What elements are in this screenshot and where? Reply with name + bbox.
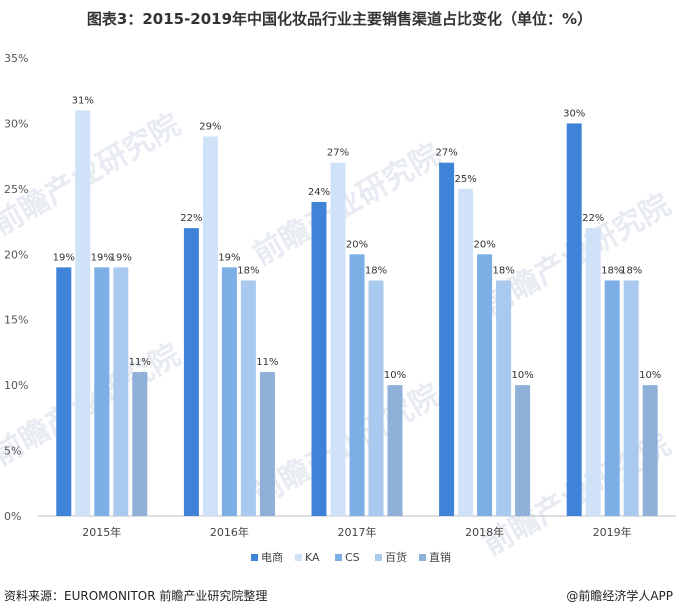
bar <box>311 201 327 516</box>
data-label: 18% <box>601 265 623 276</box>
data-label: 24% <box>308 187 330 198</box>
bar <box>56 267 72 516</box>
bar <box>458 188 474 516</box>
bar <box>132 372 148 516</box>
x-tick-label: 2017年 <box>338 525 377 539</box>
bar <box>496 280 512 516</box>
data-label: 18% <box>365 265 387 276</box>
legend-swatch <box>295 554 302 561</box>
bar <box>202 136 218 516</box>
x-tick-label: 2018年 <box>465 525 504 539</box>
y-tick-label: 30% <box>4 117 28 130</box>
data-label: 11% <box>256 357 278 368</box>
bar <box>113 267 129 516</box>
data-label: 10% <box>384 370 406 381</box>
y-tick-label: 0% <box>4 510 21 523</box>
data-label: 20% <box>473 239 495 250</box>
bar <box>75 110 91 516</box>
bar <box>183 228 199 516</box>
data-label: 19% <box>110 252 132 263</box>
bar <box>387 385 403 516</box>
legend-swatch <box>335 554 342 561</box>
data-label: 29% <box>199 122 221 133</box>
data-label: 19% <box>53 252 75 263</box>
legend-swatch <box>251 554 258 561</box>
data-label: 10% <box>511 370 533 381</box>
y-tick-label: 35% <box>4 52 28 65</box>
data-label: 19% <box>218 252 240 263</box>
bar <box>221 267 237 516</box>
data-label: 18% <box>237 265 259 276</box>
y-tick-label: 5% <box>4 445 21 458</box>
bar <box>642 385 658 516</box>
legend-label: 直销 <box>429 550 451 564</box>
bar <box>477 254 493 517</box>
data-label: 27% <box>327 148 349 159</box>
bar <box>349 254 365 517</box>
data-label: 31% <box>72 95 94 106</box>
x-tick-label: 2019年 <box>593 525 632 539</box>
bar <box>94 267 110 516</box>
y-tick-label: 10% <box>4 379 28 392</box>
legend-label: 百货 <box>385 550 407 564</box>
chart-title: 图表3：2015-2019年中国化妆品行业主要销售渠道占比变化（单位：%） <box>86 10 593 28</box>
bar <box>515 385 531 516</box>
bar <box>368 280 384 516</box>
data-label: 10% <box>639 370 661 381</box>
bar <box>585 228 601 516</box>
data-label: 27% <box>435 148 457 159</box>
data-label: 18% <box>492 265 514 276</box>
data-label: 22% <box>582 213 604 224</box>
legend-label: KA <box>305 551 320 564</box>
bar <box>604 280 620 516</box>
data-label: 20% <box>346 239 368 250</box>
bar <box>439 162 455 516</box>
legend-swatch <box>375 554 382 561</box>
bar <box>623 280 639 516</box>
legend-swatch <box>419 554 426 561</box>
data-label: 30% <box>563 108 585 119</box>
bar <box>240 280 256 516</box>
data-label: 11% <box>129 357 151 368</box>
data-label: 18% <box>620 265 642 276</box>
credit-note: @前瞻经济学人APP <box>566 589 673 603</box>
source-note: 资料来源：EUROMONITOR 前瞻产业研究院整理 <box>4 589 268 603</box>
legend-label: CS <box>345 551 360 564</box>
y-tick-label: 15% <box>4 314 28 327</box>
data-label: 25% <box>454 174 476 185</box>
legend-label: 电商 <box>261 550 283 564</box>
y-tick-label: 20% <box>4 248 28 261</box>
bar <box>330 162 346 516</box>
x-tick-label: 2015年 <box>82 525 121 539</box>
y-tick-label: 25% <box>4 183 28 196</box>
bar <box>566 123 582 516</box>
x-tick-label: 2016年 <box>210 525 249 539</box>
bar <box>259 372 275 516</box>
data-label: 22% <box>180 213 202 224</box>
data-label: 19% <box>91 252 113 263</box>
